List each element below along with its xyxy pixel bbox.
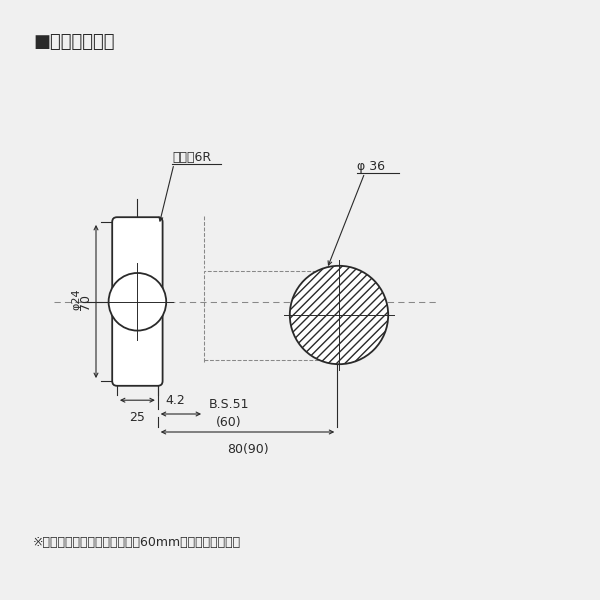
Text: 80(90): 80(90) (227, 443, 268, 456)
Text: ■切欠き加工図: ■切欠き加工図 (33, 33, 115, 51)
FancyBboxPatch shape (112, 217, 163, 386)
Text: 角又は6R: 角又は6R (172, 151, 211, 164)
Text: φ24: φ24 (71, 288, 81, 310)
Text: ※（　）内の数字はバックセッ60mmの場合の数値です: ※（ ）内の数字はバックセッ60mmの場合の数値です (33, 536, 241, 549)
Text: (60): (60) (216, 416, 242, 429)
Text: φ 36: φ 36 (357, 160, 385, 173)
Circle shape (109, 273, 166, 331)
Circle shape (290, 266, 388, 364)
Text: B.S.51: B.S.51 (209, 398, 250, 411)
Text: 70: 70 (79, 294, 92, 310)
Text: 25: 25 (130, 411, 145, 424)
Text: 4.2: 4.2 (165, 394, 185, 407)
Bar (204, 271, 337, 360)
